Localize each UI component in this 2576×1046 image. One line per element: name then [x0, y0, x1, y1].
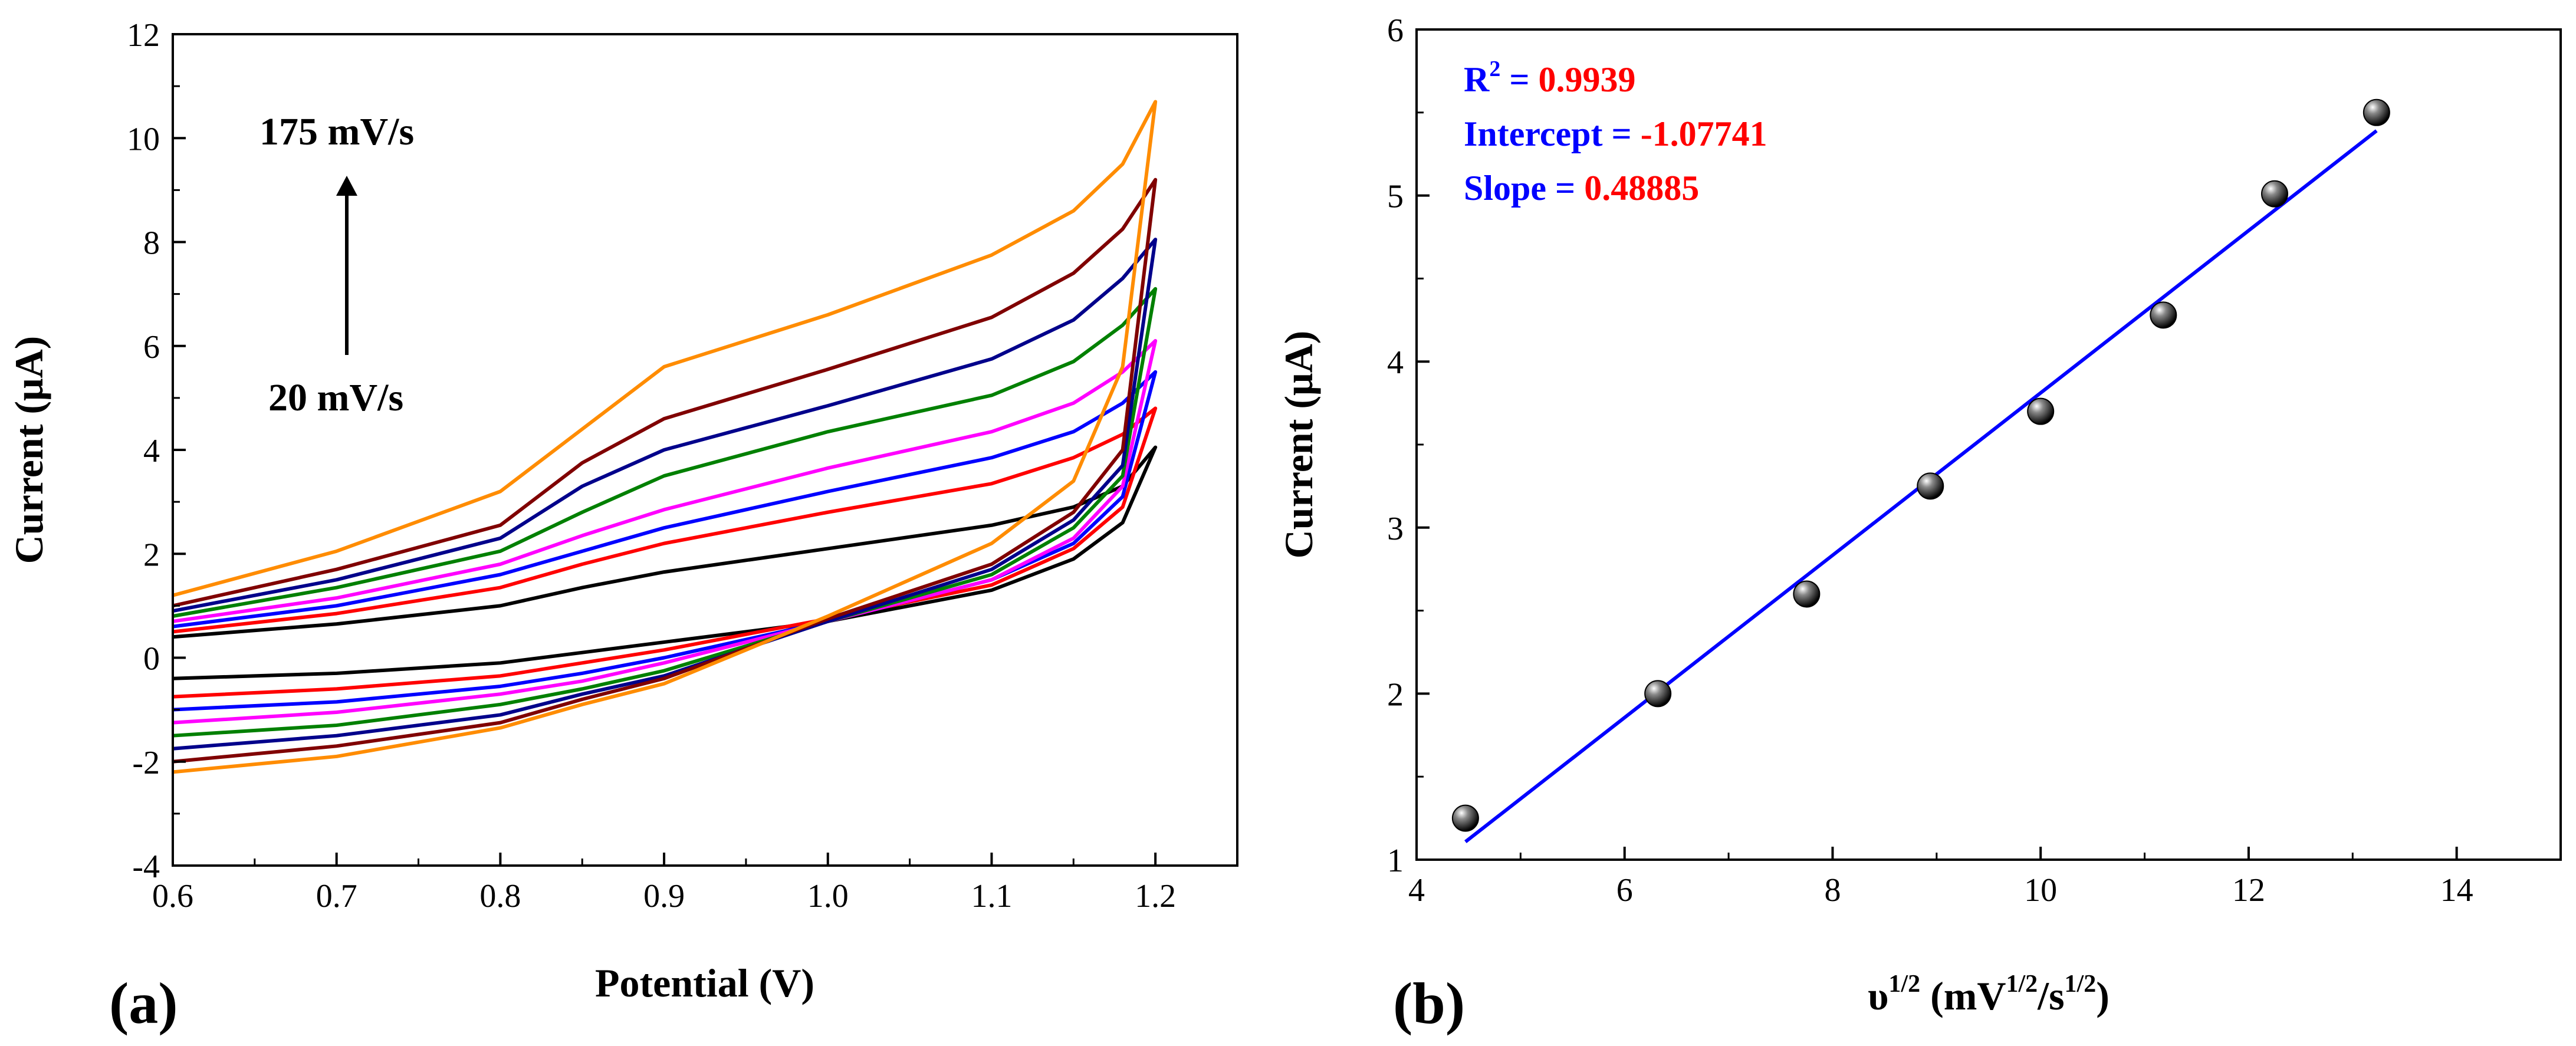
panel-a-x-tick-label: 0.6 — [152, 878, 193, 915]
cv-curve-8 — [172, 100, 1158, 774]
panel-b-frame — [1415, 28, 2562, 861]
panel-a-y-tick-label: 12 — [127, 17, 160, 54]
panel-a-x-tick-label: 0.7 — [316, 878, 357, 915]
stat-r-squared-label: R — [1464, 60, 1490, 99]
panel-a-x-axis-label: Potential (V) — [595, 961, 814, 1005]
stat-slope: Slope = 0.48885 — [1464, 169, 1699, 208]
panel-a: 0.6 0.7 0.8 0.9 1.0 1.1 1.2 -4 -2 0 2 4 6 8 10 12 Pote… — [6, 17, 1238, 1036]
panel-a-curves — [172, 100, 1158, 774]
cv-curve-3 — [172, 370, 1158, 712]
x-label-units-3: ) — [2096, 973, 2110, 1018]
data-point — [1793, 580, 1821, 608]
panel-a-annotation-top: 175 mV/s — [259, 110, 414, 153]
panel-b-y-tick-label: 4 — [1387, 344, 1404, 381]
panel-a-arrow-head — [336, 176, 357, 196]
panel-b-y-tick-label: 3 — [1387, 511, 1404, 547]
x-label-sup: 1/2 — [1888, 971, 1920, 998]
cv-curve-2 — [172, 406, 1158, 699]
cv-curve-7 — [172, 177, 1158, 764]
panel-a-y-tick-label: 4 — [143, 433, 160, 469]
panel-b-x-tick-label: 12 — [2232, 872, 2265, 909]
stat-r-squared: R2 = 0.9939 — [1464, 57, 1636, 99]
panel-b-y-tick-label: 6 — [1387, 12, 1404, 49]
stat-slope-value: 0.48885 — [1584, 169, 1699, 208]
stat-r-squared-eq: = — [1500, 60, 1538, 99]
panel-a-x-tick-label: 1.2 — [1135, 878, 1176, 915]
panel-b-x-ticks: 4 6 8 10 12 14 — [1408, 847, 2473, 909]
data-point — [2261, 180, 2288, 208]
x-label-upsilon: υ — [1868, 973, 1888, 1018]
data-point — [2027, 397, 2055, 425]
panel-b-label: (b) — [1393, 971, 1465, 1036]
cv-curve-6 — [172, 238, 1158, 751]
panel-b-x-tick-label: 10 — [2024, 872, 2057, 909]
panel-a-y-ticks: -4 -2 0 2 4 6 8 10 12 — [127, 17, 186, 885]
panel-a-y-tick-label: 10 — [127, 121, 160, 157]
panel-b-y-tick-label: 1 — [1387, 843, 1404, 879]
stat-intercept-value: -1.07741 — [1641, 114, 1767, 153]
panel-b-y-tick-label: 2 — [1387, 676, 1404, 713]
panel-b-x-tick-label: 8 — [1824, 872, 1841, 909]
panel-b-y-tick-label: 5 — [1387, 179, 1404, 215]
panel-b-x-tick-label: 6 — [1616, 872, 1633, 909]
stat-slope-label: Slope = — [1464, 169, 1584, 208]
stat-r-squared-sup: 2 — [1489, 57, 1500, 81]
x-label-sup2: 1/2 — [2006, 971, 2038, 998]
cv-curve-1 — [172, 445, 1158, 680]
data-point — [1451, 804, 1479, 832]
panel-a-x-tick-label: 1.1 — [971, 878, 1012, 915]
panel-a-y-tick-label: 0 — [143, 641, 160, 677]
x-label-sup3: 1/2 — [2065, 971, 2097, 998]
panel-a-y-axis-label: Current (μA) — [6, 336, 51, 564]
data-point — [2363, 98, 2390, 126]
panel-b-x-tick-label: 4 — [1408, 872, 1425, 909]
cv-curve-5 — [172, 287, 1158, 738]
x-label-units-2: /s — [2037, 973, 2064, 1018]
panel-b-y-axis-label: Current (μA) — [1276, 331, 1321, 559]
data-point — [1917, 472, 1944, 500]
panel-b-x-tick-label: 14 — [2440, 872, 2473, 909]
data-point — [1644, 680, 1672, 708]
panel-a-y-tick-label: -4 — [132, 848, 160, 885]
panel-a-x-tick-label: 1.0 — [807, 878, 849, 915]
panel-a-frame — [172, 33, 1238, 867]
panel-a-y-tick-label: 8 — [143, 225, 160, 262]
panel-a-x-tick-label: 0.8 — [479, 878, 521, 915]
x-label-units-1: (mV — [1920, 973, 2006, 1018]
panel-a-x-ticks: 0.6 0.7 0.8 0.9 1.0 1.1 1.2 — [152, 853, 1176, 915]
cv-curve-4 — [172, 338, 1158, 725]
data-point — [2150, 301, 2177, 329]
panel-a-label: (a) — [109, 971, 178, 1036]
panel-b-points — [1451, 98, 2390, 832]
stat-intercept-label: Intercept = — [1464, 114, 1641, 153]
panel-b-x-axis-label: υ1/2 (mV1/2/s1/2) — [1868, 971, 2110, 1018]
panel-a-annotation-bottom: 20 mV/s — [268, 376, 403, 419]
panel-a-y-tick-label: 6 — [143, 329, 160, 366]
stat-intercept: Intercept = -1.07741 — [1464, 114, 1767, 153]
panel-a-y-tick-label: -2 — [132, 745, 160, 781]
stat-r-squared-value: 0.9939 — [1539, 60, 1636, 99]
panel-a-x-tick-label: 0.9 — [643, 878, 685, 915]
panel-a-y-tick-label: 2 — [143, 537, 160, 573]
panel-b-y-ticks: 1 2 3 4 5 6 — [1387, 12, 1430, 879]
